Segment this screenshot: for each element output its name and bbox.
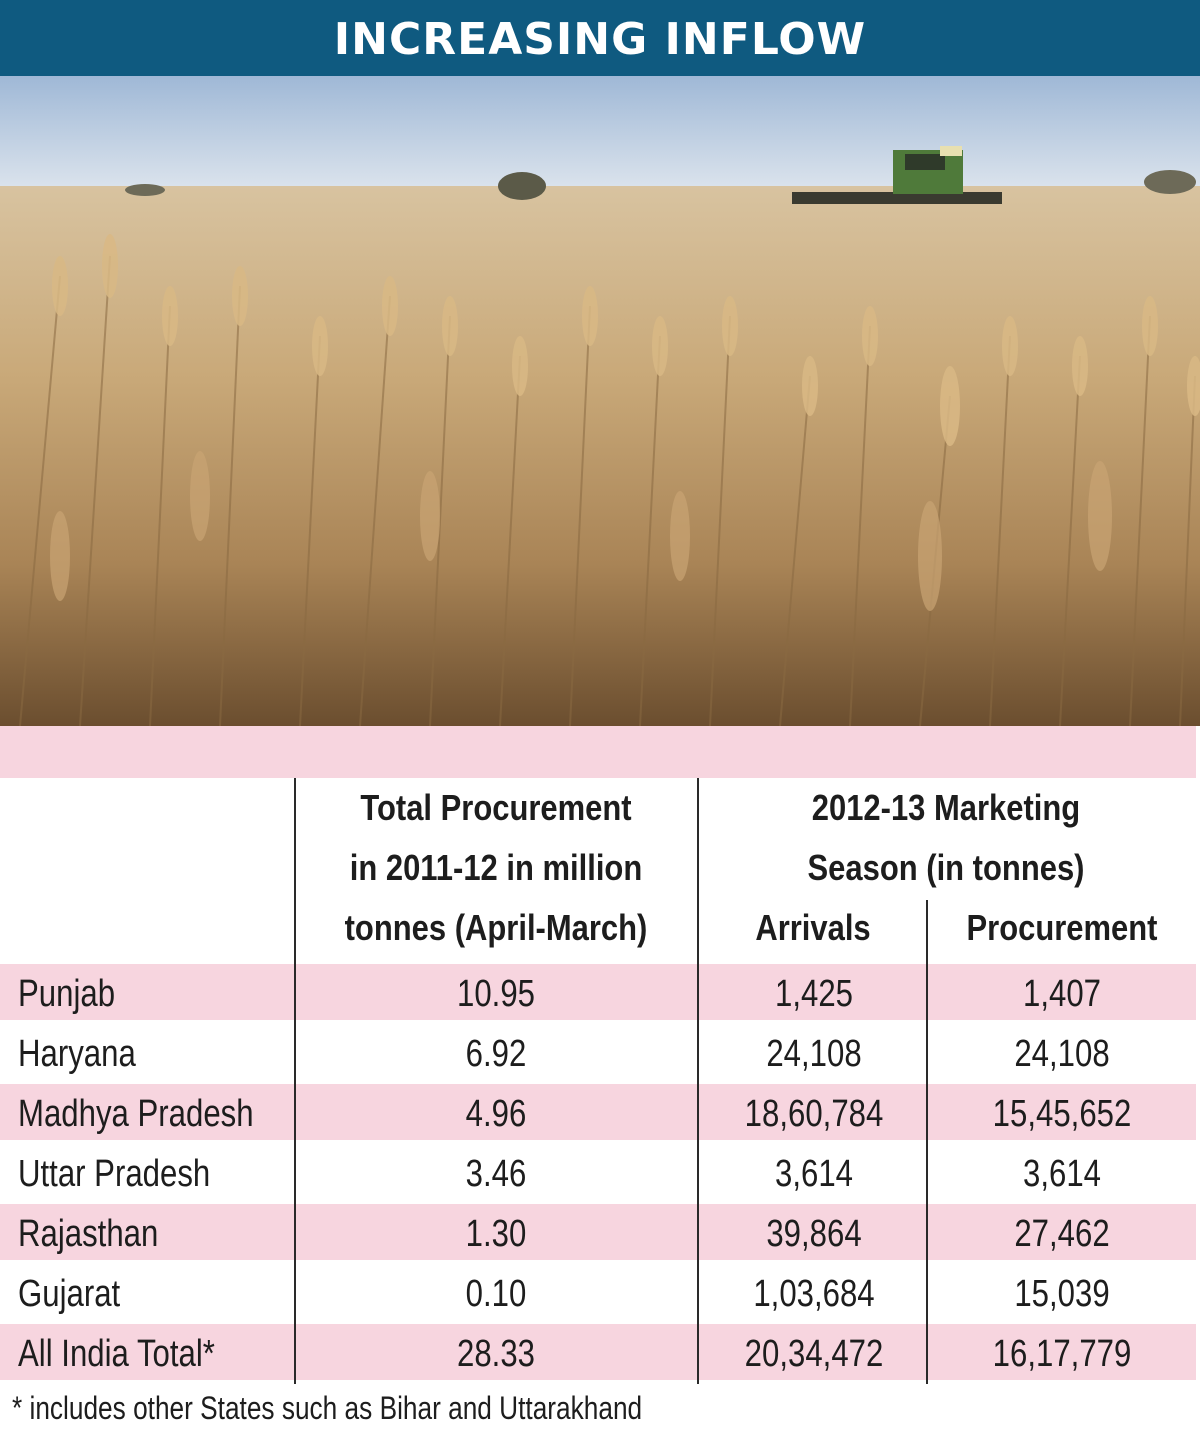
total-value: 3.46 xyxy=(465,1153,527,1195)
arrivals-value: 3,614 xyxy=(775,1153,853,1195)
footnote: * includes other States such as Bihar an… xyxy=(12,1390,643,1426)
header-band xyxy=(0,726,1196,778)
procurement-table: Total Procurement in 2011-12 in million … xyxy=(0,778,1200,1384)
procurement-value: 3,614 xyxy=(1023,1153,1101,1195)
procurement-value: 1,407 xyxy=(1023,973,1101,1015)
arrivals-value: 1,03,684 xyxy=(753,1273,875,1315)
state-name: Rajasthan xyxy=(18,1213,159,1255)
col-total-header-line1: Total Procurement xyxy=(360,787,632,828)
table-row: Gujarat 0.10 1,03,684 15,039 xyxy=(0,1264,1196,1320)
arrivals-value: 24,108 xyxy=(766,1033,862,1075)
season-group-header: 2012-13 Marketing Season (in tonnes) xyxy=(733,778,1160,902)
page-title: INCREASING INFLOW xyxy=(333,14,867,65)
col-total-header: Total Procurement in 2011-12 in million … xyxy=(324,778,668,962)
total-value: 6.92 xyxy=(465,1033,527,1075)
arrivals-value: 20,34,472 xyxy=(744,1333,884,1375)
col-total-header-line2: in 2011-12 in million xyxy=(349,847,643,888)
season-group-header-line1: 2012-13 Marketing xyxy=(811,787,1081,828)
arrivals-value: 1,425 xyxy=(775,973,853,1015)
title-bar: INCREASING INFLOW xyxy=(0,0,1200,76)
total-value: 4.96 xyxy=(465,1093,527,1135)
total-value: 0.10 xyxy=(465,1273,527,1315)
combine-harvester-icon xyxy=(792,146,1002,204)
table-row: Rajasthan 1.30 39,864 27,462 xyxy=(0,1204,1196,1260)
total-value: 1.30 xyxy=(465,1213,527,1255)
col-arrivals-header: Arrivals xyxy=(716,898,910,958)
wheat-field-photo xyxy=(0,76,1200,726)
column-divider xyxy=(926,900,928,1384)
table-row: Haryana 6.92 24,108 24,108 xyxy=(0,1024,1196,1080)
table-row: Madhya Pradesh 4.96 18,60,784 15,45,652 xyxy=(0,1084,1196,1140)
procurement-value: 15,039 xyxy=(1014,1273,1110,1315)
state-name: Haryana xyxy=(18,1033,136,1075)
table-row: Punjab 10.95 1,425 1,407 xyxy=(0,964,1196,1020)
col-total-header-line3: tonnes (April-March) xyxy=(344,907,648,948)
col-procurement-label: Procurement xyxy=(966,907,1158,948)
state-name: All India Total* xyxy=(18,1333,215,1375)
procurement-value: 16,17,779 xyxy=(992,1333,1132,1375)
procurement-value: 27,462 xyxy=(1014,1213,1110,1255)
arrivals-value: 39,864 xyxy=(766,1213,862,1255)
procurement-value: 24,108 xyxy=(1014,1033,1110,1075)
procurement-value: 15,45,652 xyxy=(992,1093,1132,1135)
table-row: Uttar Pradesh 3.46 3,614 3,614 xyxy=(0,1144,1196,1200)
state-name: Punjab xyxy=(18,973,116,1015)
arrivals-value: 18,60,784 xyxy=(744,1093,884,1135)
state-name: Madhya Pradesh xyxy=(18,1093,254,1135)
column-divider xyxy=(294,778,296,1384)
total-value: 10.95 xyxy=(457,973,535,1015)
column-divider xyxy=(697,778,699,1384)
state-name: Gujarat xyxy=(18,1273,121,1315)
total-value: 28.33 xyxy=(457,1333,535,1375)
col-arrivals-label: Arrivals xyxy=(755,907,871,948)
wheat-field-illustration xyxy=(0,76,1200,726)
table-row-total: All India Total* 28.33 20,34,472 16,17,7… xyxy=(0,1324,1196,1380)
season-group-header-line2: Season (in tonnes) xyxy=(807,847,1085,888)
state-name: Uttar Pradesh xyxy=(18,1153,211,1195)
col-procurement-header: Procurement xyxy=(947,898,1177,958)
